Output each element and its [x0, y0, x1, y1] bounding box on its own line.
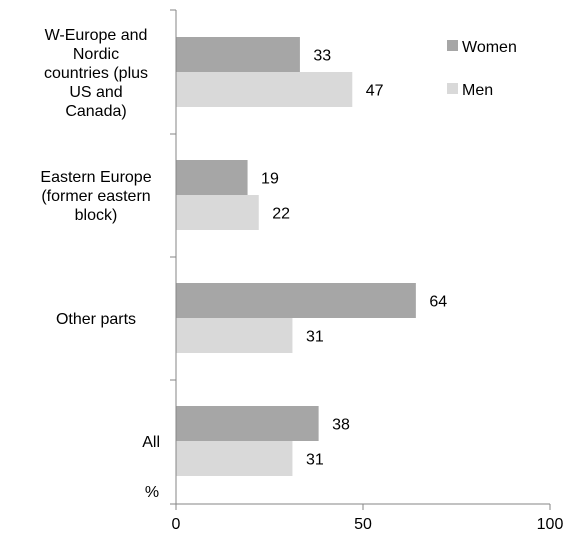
- bar-women-2: [176, 283, 416, 318]
- data-label-women-0: 33: [313, 48, 331, 65]
- x-tick-labels: 0 50 100: [172, 516, 564, 533]
- x-tick-label: 50: [354, 516, 372, 533]
- bar-men-0: [176, 72, 353, 107]
- legend-label-women: Women: [462, 39, 517, 56]
- bar-women-1: [176, 160, 248, 195]
- category-label-2: Other parts: [56, 311, 136, 328]
- legend-swatch-men: [447, 83, 458, 94]
- category-label-1: Eastern Europe (former eastern block): [40, 169, 151, 224]
- data-label-men-1: 22: [272, 206, 290, 223]
- bar-men-3: [176, 441, 293, 476]
- data-label-men-2: 31: [306, 329, 324, 346]
- legend: Women Men: [447, 39, 517, 99]
- bar-women-3: [176, 406, 319, 441]
- data-label-men-0: 47: [366, 83, 384, 100]
- data-label-women-3: 38: [332, 417, 350, 434]
- category-labels: W-Europe and Nordic countries (plus US and C…: [40, 27, 160, 451]
- x-tick-label: 100: [537, 516, 564, 533]
- legend-label-men: Men: [462, 82, 493, 99]
- value-labels: 33 47 19 22 64 31 38 31: [261, 48, 447, 469]
- bar-men-2: [176, 318, 293, 353]
- category-label-3: All: [142, 434, 160, 451]
- axes: [170, 9, 551, 510]
- bar-men-1: [176, 195, 259, 230]
- bars: [176, 37, 416, 476]
- x-tick-label: 0: [172, 516, 181, 533]
- data-label-women-2: 64: [429, 294, 447, 311]
- data-label-women-1: 19: [261, 171, 279, 188]
- legend-swatch-women: [447, 40, 458, 51]
- data-label-men-3: 31: [306, 452, 324, 469]
- bar-women-0: [176, 37, 300, 72]
- category-label-0: W-Europe and Nordic countries (plus US and C…: [44, 27, 148, 120]
- y-axis-label: %: [145, 484, 159, 501]
